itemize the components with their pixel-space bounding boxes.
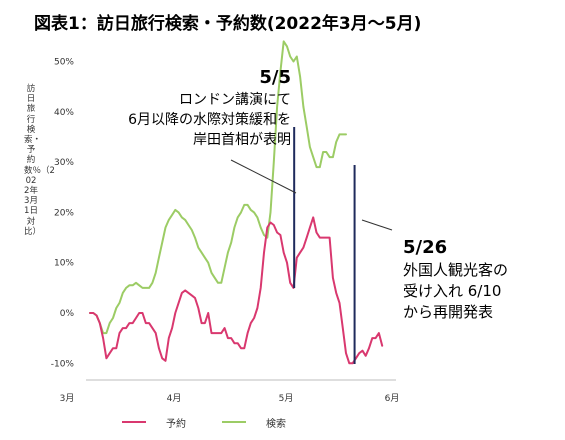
chart-event-markers (230, 127, 393, 364)
y-tick-label: 0% (60, 309, 75, 319)
annotation-may-5: 5/5 ロンドン講演にて 6月以降の水際対策緩和を 岸田首相が表明 (128, 66, 291, 150)
chart-lines (89, 40, 384, 365)
legend-label-reservations: 予約 (166, 419, 186, 430)
legend-label-searches: 検索 (266, 419, 286, 430)
annotation-may-5-line-3: 岸田首相が表明 (193, 132, 291, 148)
y-tick-label: 30% (54, 158, 74, 168)
series-line-searches (89, 40, 347, 335)
x-tick-label: 3月 (60, 393, 75, 404)
x-tick-label: 5月 (279, 393, 294, 404)
x-tick-label: 6月 (385, 393, 400, 404)
leader-line-may-26 (361, 219, 393, 231)
y-tick-label: 50% (54, 58, 74, 68)
y-tick-label: 40% (54, 108, 74, 118)
legend-swatch-reservations (122, 421, 146, 423)
annotation-may-5-line-2: 6月以降の水際対策緩和を (128, 112, 291, 128)
y-tick-label: 10% (54, 259, 74, 269)
annotation-may-26: 5/26 外国人観光客の 受け入れ 6/10 から再開発表 (403, 236, 508, 323)
series-line-reservations (89, 216, 384, 365)
x-tick-label: 4月 (167, 393, 182, 404)
legend-swatch-searches (222, 421, 246, 423)
annotation-may-26-line-1: 外国人観光客の (403, 261, 509, 279)
y-tick-label: -10% (51, 359, 75, 369)
y-tick-label: 20% (54, 208, 74, 218)
annotation-may-26-date: 5/26 (403, 237, 448, 258)
annotation-may-5-line-1: ロンドン講演にて (179, 92, 291, 108)
chart-axes: 50% 40% 30% 20% 10% 0% -10% 3月 4月 5月 6月 (51, 58, 400, 405)
annotation-may-5-date: 5/5 (259, 67, 291, 88)
chart-title: 図表1：訪日旅行検索・予約数(2022年3月～5月) (34, 14, 422, 34)
annotation-may-26-line-3: から再開発表 (403, 303, 494, 321)
annotation-may-26-line-2: 受け入れ 6/10 (403, 282, 502, 300)
leader-line-may-5 (230, 159, 297, 194)
